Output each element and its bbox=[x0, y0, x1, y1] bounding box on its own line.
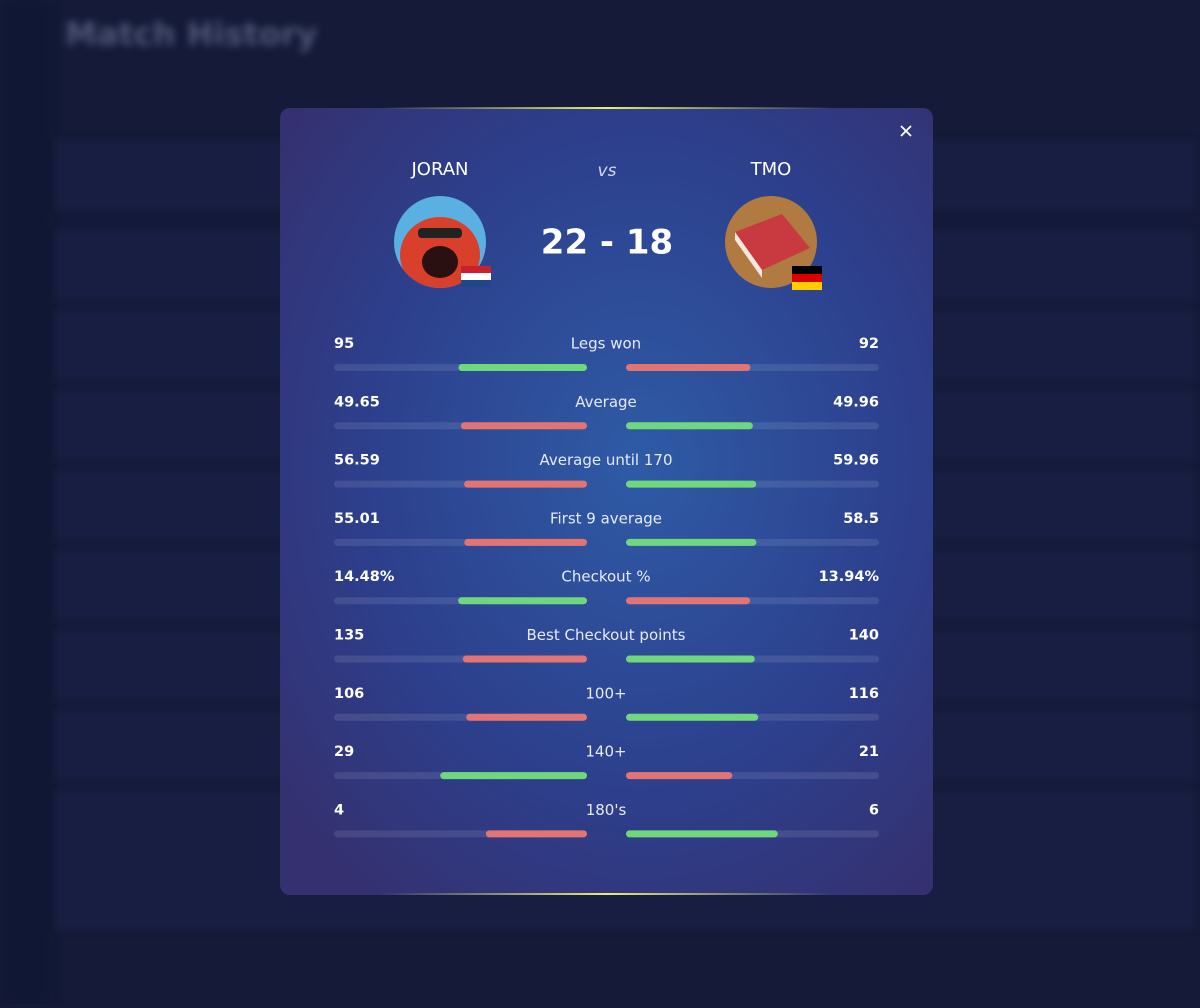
stat-label: Best Checkout points bbox=[527, 626, 686, 644]
stat-label: 100+ bbox=[585, 684, 626, 702]
bar-right bbox=[626, 713, 759, 721]
bar-left bbox=[458, 597, 587, 605]
stat-left: 4 bbox=[334, 802, 344, 818]
bar-right bbox=[626, 830, 778, 838]
bar-left bbox=[464, 538, 587, 546]
stat-right: 116 bbox=[849, 686, 879, 702]
bar-right bbox=[626, 597, 751, 605]
stats: Legs won 95 92 Average 49.65 49.96 Average unt… bbox=[334, 335, 879, 838]
bar-left bbox=[464, 480, 587, 488]
stat-left: 95 bbox=[334, 336, 354, 352]
stat-right: 59.96 bbox=[833, 453, 879, 469]
score: 22 - 18 bbox=[541, 223, 673, 263]
stat-left: 49.65 bbox=[334, 394, 380, 410]
avatar bbox=[394, 196, 486, 288]
close-button[interactable] bbox=[900, 125, 912, 137]
bar-right bbox=[626, 655, 755, 663]
stat-right: 58.5 bbox=[843, 511, 879, 527]
bar-right bbox=[626, 364, 751, 371]
stat-left: 135 bbox=[334, 628, 364, 644]
stat-label: Legs won bbox=[571, 335, 641, 353]
page-title: Match History bbox=[65, 15, 317, 53]
bar-left bbox=[440, 772, 587, 780]
stat-right: 140 bbox=[849, 628, 879, 644]
stat-label: 180's bbox=[586, 801, 627, 819]
stat-label: 140+ bbox=[585, 743, 626, 761]
bar-left bbox=[460, 422, 587, 430]
stat-label: Average until 170 bbox=[540, 451, 673, 469]
stat-right: 13.94% bbox=[819, 569, 880, 585]
flag-de bbox=[792, 266, 822, 290]
stat-label: Checkout % bbox=[561, 568, 650, 586]
bar-left bbox=[462, 655, 587, 663]
stat-left: 106 bbox=[334, 686, 364, 702]
stat-right: 49.96 bbox=[833, 394, 879, 410]
stat-right: 21 bbox=[859, 744, 879, 760]
bar-right bbox=[626, 422, 753, 430]
bar-right bbox=[626, 480, 757, 488]
player-name: JORAN bbox=[410, 159, 468, 180]
bar-right bbox=[626, 772, 733, 780]
stat-left: 14.48% bbox=[334, 569, 395, 585]
stat-left: 56.59 bbox=[334, 453, 380, 469]
bar-left bbox=[458, 364, 587, 371]
stat-right: 6 bbox=[869, 802, 879, 818]
stat-label: First 9 average bbox=[550, 509, 662, 527]
stat-left: 55.01 bbox=[334, 511, 380, 527]
stat-left: 29 bbox=[334, 744, 354, 760]
flag-nl bbox=[461, 266, 491, 287]
bar-left bbox=[466, 713, 587, 721]
modal bbox=[280, 108, 933, 895]
player-name: TMO bbox=[750, 159, 792, 180]
bar-left bbox=[485, 830, 587, 838]
versus: vs bbox=[598, 161, 617, 181]
stat-right: 92 bbox=[859, 336, 879, 352]
modal-edge bbox=[380, 893, 833, 895]
modal-edge bbox=[380, 107, 833, 109]
bar-right bbox=[626, 538, 757, 546]
stat-label: Average bbox=[575, 393, 637, 411]
